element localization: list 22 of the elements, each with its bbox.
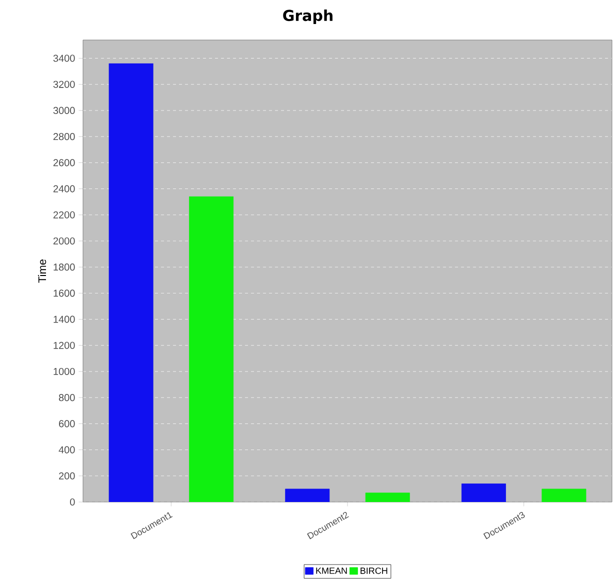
chart-title: Graph [283,10,332,24]
y-tick-label: 1200 [54,342,75,349]
y-tick-label: 2400 [53,185,75,192]
y-axis-title: Time [38,259,46,283]
y-tick-label: 800 [58,394,75,402]
y-tick-label: 3400 [53,54,75,62]
y-tick-label: 2800 [53,133,75,140]
y-tick-label: 600 [59,420,75,428]
y-tick-label: 1000 [54,368,75,376]
y-tick-label: 0 [70,498,75,506]
y-tick-label: 1600 [54,290,75,297]
y-tick-label: 1400 [54,316,75,323]
y-tick-label: 2200 [53,211,75,218]
legend-label: BIRCH [360,568,388,574]
legend-label: KMEAN [316,568,347,574]
y-tick-label: 400 [58,446,75,454]
y-tick-label: 3000 [53,106,75,114]
y-tick-label: 3200 [53,80,75,88]
y-tick-label: 2600 [53,159,75,166]
y-tick-label: 2000 [53,237,75,245]
y-tick-label: 1800 [54,264,75,271]
y-tick-label: 200 [59,472,75,480]
